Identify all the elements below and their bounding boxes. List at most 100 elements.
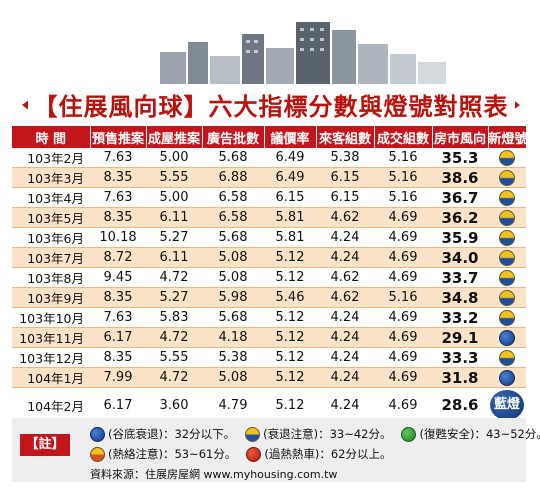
value-cell: 5.00 xyxy=(146,148,202,168)
legend-item: (復甦安全)：43~52分。 xyxy=(401,426,540,442)
light-cell xyxy=(488,307,526,328)
value-cell: 5.12 xyxy=(264,367,316,388)
value-cell: 4.24 xyxy=(316,387,374,423)
column-header: 來客組數 xyxy=(316,126,375,148)
legend-row-2: (熱絡注意)：53~61分。 (過熱熱車)：62分以上。 xyxy=(90,446,401,462)
date-cell: 103年6月 xyxy=(12,227,90,248)
value-cell: 6.17 xyxy=(90,327,146,348)
table-row: 103年2月 7.63 5.00 5.68 6.49 5.38 5.16 35.3 xyxy=(12,148,526,168)
score-cell: 36.7 xyxy=(432,187,488,208)
value-cell: 8.35 xyxy=(90,207,146,228)
score-cell: 33.2 xyxy=(432,307,488,328)
score-cell: 34.8 xyxy=(432,287,488,308)
value-cell: 6.49 xyxy=(264,167,316,188)
blue-light-icon xyxy=(90,426,105,442)
blue-light-badge: 藍燈 xyxy=(490,390,524,420)
value-cell: 4.69 xyxy=(374,267,432,288)
score-cell: 29.1 xyxy=(432,327,488,348)
column-header: 預售推案 xyxy=(90,126,147,148)
value-cell: 4.69 xyxy=(374,367,432,388)
value-cell: 5.81 xyxy=(264,207,316,228)
value-cell: 4.62 xyxy=(316,267,374,288)
value-cell: 9.45 xyxy=(90,267,146,288)
value-cell: 4.72 xyxy=(146,327,202,348)
value-cell: 5.83 xyxy=(146,307,202,328)
legend-text: (熱絡注意)：53~61分。 xyxy=(108,447,237,461)
value-cell: 5.98 xyxy=(202,287,264,308)
score-cell: 33.3 xyxy=(432,347,488,368)
yellow-blue-light-icon xyxy=(499,149,515,166)
yellow-blue-light-icon xyxy=(499,209,515,226)
value-cell: 6.15 xyxy=(264,187,316,208)
city-skyline-image xyxy=(150,4,450,84)
value-cell: 7.63 xyxy=(90,307,146,328)
value-cell: 5.55 xyxy=(146,347,202,368)
table-row: 103年6月 10.18 5.27 5.68 5.81 4.24 4.69 35.9 xyxy=(12,227,526,248)
table-row: 103年11月 6.17 4.72 4.18 5.12 4.24 4.69 29.1 xyxy=(12,327,526,348)
table-row: 103年4月 7.63 5.00 6.58 6.15 6.15 5.16 36.7 xyxy=(12,187,526,208)
header-row: 時 間預售推案 成屋推案 廣告批數 議價率 來客組數 成交組數 房市風向 新燈號 xyxy=(12,126,528,148)
legend-text: (衰退注意)：33~42分。 xyxy=(263,427,392,441)
light-cell xyxy=(488,187,526,208)
value-cell: 6.15 xyxy=(316,187,374,208)
blue-light-icon xyxy=(499,369,515,386)
light-cell xyxy=(488,267,526,288)
value-cell: 5.08 xyxy=(202,247,264,268)
value-cell: 5.12 xyxy=(264,347,316,368)
value-cell: 8.35 xyxy=(90,167,146,188)
red-light-icon xyxy=(246,446,262,462)
table-row: 103年8月 9.45 4.72 5.08 5.12 4.62 4.69 33.7 xyxy=(12,267,526,288)
value-cell: 4.24 xyxy=(316,367,374,388)
yellow-blue-light-icon xyxy=(499,349,515,366)
value-cell: 5.27 xyxy=(146,287,202,308)
light-cell xyxy=(488,287,526,308)
light-cell: 藍燈 xyxy=(488,387,526,423)
table-row: 104年1月 7.99 4.72 5.08 5.12 4.24 4.69 31.8 xyxy=(12,367,526,388)
yellow-blue-light-icon xyxy=(499,249,515,266)
value-cell: 4.18 xyxy=(202,327,264,348)
value-cell: 10.18 xyxy=(90,227,146,248)
value-cell: 6.49 xyxy=(264,148,316,168)
value-cell: 8.35 xyxy=(90,287,146,308)
value-cell: 6.88 xyxy=(202,167,264,188)
value-cell: 6.11 xyxy=(146,247,202,268)
column-header: 新燈號 xyxy=(488,126,528,148)
value-cell: 5.12 xyxy=(264,247,316,268)
legend-item: (谷底衰退)：32分以下。 xyxy=(90,426,235,442)
value-cell: 4.62 xyxy=(316,287,374,308)
legend-text: (過熱熱車)：62分以上。 xyxy=(264,447,392,461)
value-cell: 5.38 xyxy=(202,347,264,368)
yellow-blue-light-icon xyxy=(499,189,515,206)
note-tag: 【註】 xyxy=(20,434,70,456)
value-cell: 4.24 xyxy=(316,307,374,328)
yellow-blue-light-icon xyxy=(499,229,515,246)
legend-item: (衰退注意)：33~42分。 xyxy=(245,426,391,442)
date-cell: 103年7月 xyxy=(12,247,90,268)
value-cell: 5.12 xyxy=(264,387,316,423)
value-cell: 4.69 xyxy=(374,227,432,248)
value-cell: 7.63 xyxy=(90,187,146,208)
value-cell: 6.15 xyxy=(316,167,374,188)
score-cell: 35.9 xyxy=(432,227,488,248)
value-cell: 5.16 xyxy=(374,287,432,308)
value-cell: 3.60 xyxy=(146,387,202,423)
date-cell: 104年2月 xyxy=(12,387,90,423)
table-row: 103年12月 8.35 5.55 5.38 5.12 4.24 4.69 33.3 xyxy=(12,347,526,368)
table-row: 104年2月 6.17 3.60 4.79 5.12 4.24 4.69 28.6 藍燈 xyxy=(12,387,526,423)
data-source: 資料來源：住展房屋網 www.myhousing.com.tw xyxy=(90,468,338,481)
legend-item: (過熱熱車)：62分以上。 xyxy=(246,446,391,462)
value-cell: 5.68 xyxy=(202,227,264,248)
table-row: 103年3月 8.35 5.55 6.88 6.49 6.15 5.16 38.6 xyxy=(12,167,526,188)
blue-light-icon xyxy=(499,329,515,346)
value-cell: 4.69 xyxy=(374,387,432,423)
value-cell: 5.27 xyxy=(146,227,202,248)
value-cell: 5.16 xyxy=(374,167,432,188)
value-cell: 4.69 xyxy=(374,207,432,228)
date-cell: 103年4月 xyxy=(12,187,90,208)
date-cell: 104年1月 xyxy=(12,367,90,388)
value-cell: 6.17 xyxy=(90,387,146,423)
value-cell: 4.69 xyxy=(374,247,432,268)
value-cell: 6.58 xyxy=(202,187,264,208)
value-cell: 5.16 xyxy=(374,148,432,168)
score-cell: 28.6 xyxy=(432,387,488,423)
